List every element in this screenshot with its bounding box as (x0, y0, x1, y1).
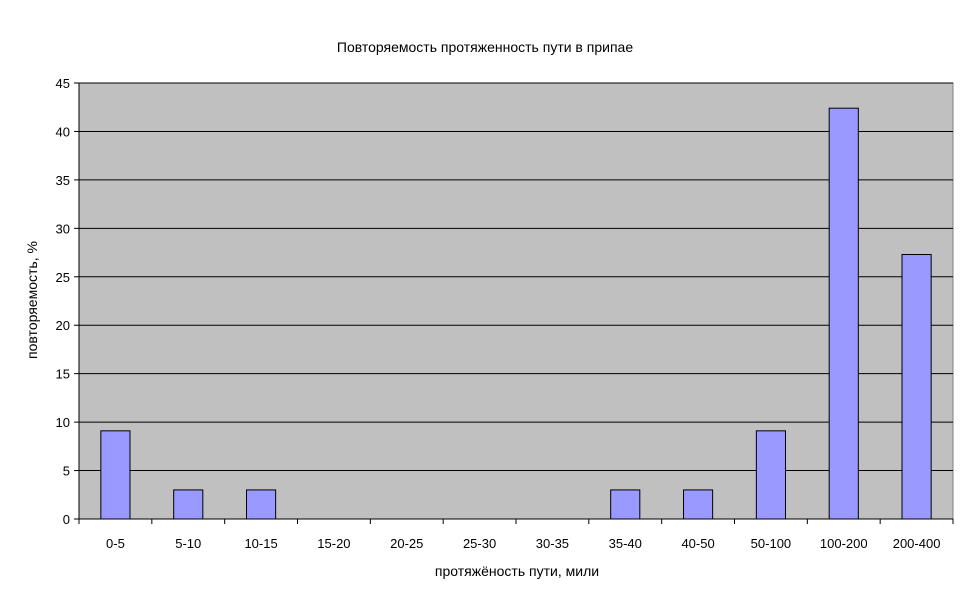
y-tick-label: 25 (56, 270, 70, 285)
chart-title: Повторяемость протяженность пути в припа… (337, 39, 633, 55)
bar-35-40 (610, 489, 641, 520)
bar-40-50 (683, 489, 714, 520)
bar-100-200 (828, 107, 859, 520)
x-tick-label: 35-40 (609, 536, 642, 551)
bar-200-400 (901, 253, 932, 520)
y-tick-label: 40 (56, 124, 70, 139)
y-axis-label: повторяемость, % (24, 241, 40, 359)
x-tick-label: 5-10 (175, 536, 201, 551)
plot-area (78, 82, 954, 520)
y-tick-label: 10 (56, 415, 70, 430)
x-tick-label: 25-30 (463, 536, 496, 551)
x-tick-label: 15-20 (317, 536, 350, 551)
bar-5-10 (173, 489, 204, 520)
y-tick-label: 5 (63, 464, 70, 479)
x-tick-label: 200-400 (893, 536, 941, 551)
x-tick-label: 100-200 (820, 536, 868, 551)
x-tick-label: 10-15 (244, 536, 277, 551)
y-tick-label: 15 (56, 367, 70, 382)
bar-50-100 (755, 430, 786, 520)
x-tick-label: 0-5 (106, 536, 125, 551)
x-tick-label: 50-100 (751, 536, 791, 551)
x-tick-label: 30-35 (536, 536, 569, 551)
bar-0-5 (100, 430, 131, 520)
y-tick-label: 0 (63, 512, 70, 527)
bars (100, 107, 932, 520)
bar-10-15 (246, 489, 277, 520)
x-axis-label: протяжёность пути, мили (435, 563, 599, 579)
y-tick-label: 35 (56, 173, 70, 188)
x-tick-label: 40-50 (681, 536, 714, 551)
gridlines (79, 82, 953, 472)
x-tick-labels: 0-5 5-10 10-15 15-20 20-25 25-30 30-35 35-40 40-… (106, 536, 940, 551)
y-tick-label: 45 (56, 76, 70, 91)
y-tick-label: 30 (56, 221, 70, 236)
y-tick-label: 20 (56, 318, 70, 333)
y-tick-labels: 0 5 10 15 20 25 30 35 40 45 (56, 76, 70, 527)
x-tick-label: 20-25 (390, 536, 423, 551)
axes (74, 82, 954, 524)
